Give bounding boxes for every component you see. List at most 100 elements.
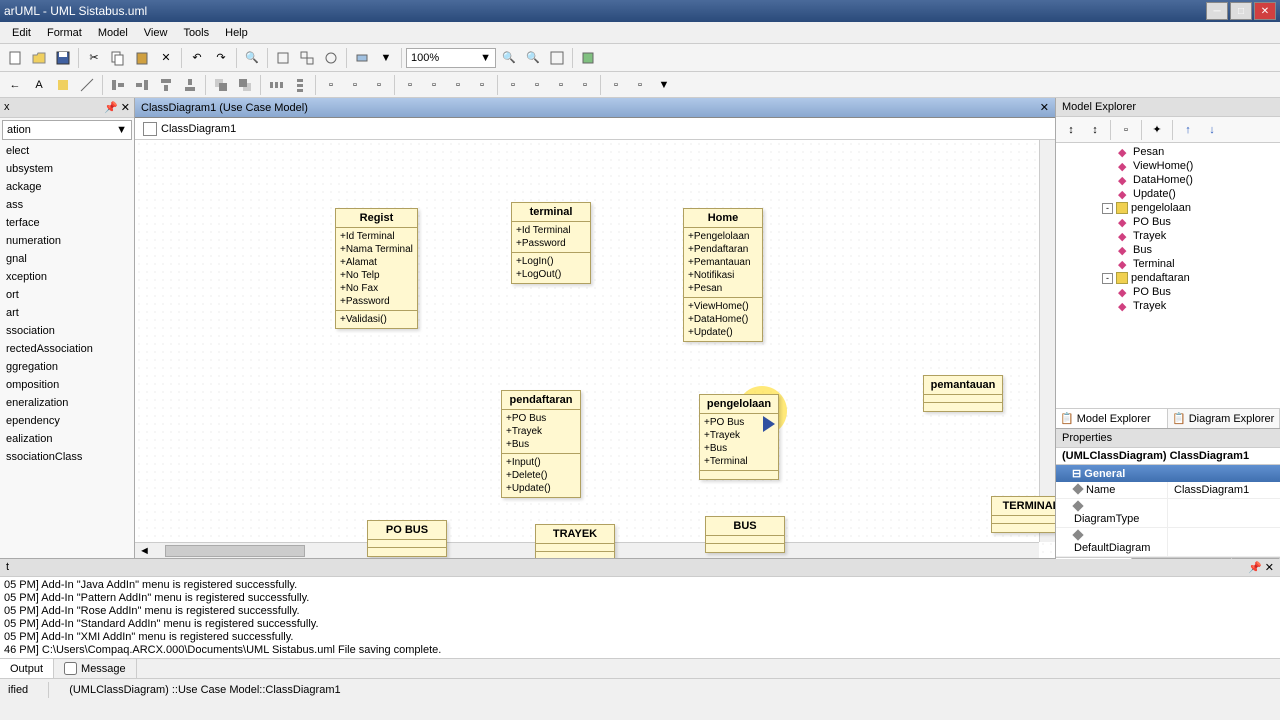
toolbox-item[interactable]: ort bbox=[0, 286, 134, 304]
undo-icon[interactable]: ↶ bbox=[186, 47, 208, 69]
redo-icon[interactable]: ↷ bbox=[210, 47, 232, 69]
toolbox-pin-icon[interactable]: 📌 ✕ bbox=[104, 101, 130, 114]
tree-expand-icon[interactable]: - bbox=[1102, 273, 1113, 284]
tree-item[interactable]: ◆Bus bbox=[1058, 243, 1278, 257]
g1-icon[interactable]: ▫ bbox=[320, 74, 342, 96]
toolbox-item[interactable]: elect bbox=[0, 142, 134, 160]
toolbox-item[interactable]: numeration bbox=[0, 232, 134, 250]
tree-item[interactable]: ◆Terminal bbox=[1058, 257, 1278, 271]
uml-class-terminal2[interactable]: TERMINAL bbox=[991, 496, 1055, 533]
copy-icon[interactable] bbox=[107, 47, 129, 69]
exp-btn4-icon[interactable]: ✦ bbox=[1146, 119, 1168, 141]
vertical-scrollbar[interactable] bbox=[1039, 140, 1055, 542]
uml-class-trayek[interactable]: TRAYEK bbox=[535, 524, 615, 558]
menu-edit[interactable]: Edit bbox=[4, 25, 39, 41]
back2-icon[interactable] bbox=[234, 74, 256, 96]
toolbox-item[interactable]: rectedAssociation bbox=[0, 340, 134, 358]
toolbox-item[interactable]: ubsystem bbox=[0, 160, 134, 178]
g13-icon[interactable]: ▫ bbox=[629, 74, 651, 96]
uml-class-home[interactable]: Home+Pengelolaan+Pendaftaran+Pemantauan+… bbox=[683, 208, 763, 342]
tool3-icon[interactable] bbox=[320, 47, 342, 69]
tree-item[interactable]: ◆Pesan bbox=[1058, 145, 1278, 159]
uml-class-bus[interactable]: BUS bbox=[705, 516, 785, 553]
color-icon[interactable] bbox=[52, 74, 74, 96]
diagram-canvas[interactable]: ◄ Regist+Id Terminal+Nama Terminal+Alama… bbox=[135, 140, 1055, 558]
paste-icon[interactable] bbox=[131, 47, 153, 69]
align1-icon[interactable] bbox=[107, 74, 129, 96]
g11-icon[interactable]: ▫ bbox=[574, 74, 596, 96]
g6-icon[interactable]: ▫ bbox=[447, 74, 469, 96]
tab-model-explorer[interactable]: 📋Model Explorer bbox=[1056, 409, 1168, 428]
align4-icon[interactable] bbox=[179, 74, 201, 96]
property-row[interactable]: DefaultDiagram bbox=[1056, 528, 1280, 557]
property-row[interactable]: NameClassDiagram1 bbox=[1056, 482, 1280, 499]
tool1-icon[interactable] bbox=[272, 47, 294, 69]
close-button[interactable]: ✕ bbox=[1254, 2, 1276, 20]
cut-icon[interactable]: ✂ bbox=[83, 47, 105, 69]
g2-icon[interactable]: ▫ bbox=[344, 74, 366, 96]
maximize-button[interactable]: □ bbox=[1230, 2, 1252, 20]
exp-btn2-icon[interactable]: ↕ bbox=[1084, 119, 1106, 141]
diagram-subtab[interactable]: ClassDiagram1 bbox=[135, 118, 1055, 140]
uml-class-pendaftaran[interactable]: pendaftaran+PO Bus+Trayek+Bus+Input()+De… bbox=[501, 390, 581, 498]
tree-item[interactable]: ◆ViewHome() bbox=[1058, 159, 1278, 173]
open-icon[interactable] bbox=[28, 47, 50, 69]
font-icon[interactable]: A bbox=[28, 74, 50, 96]
tab-close-icon[interactable]: ✕ bbox=[1040, 101, 1049, 114]
uml-class-pengelolaan[interactable]: pengelolaan+PO Bus+Trayek+Bus+Terminal bbox=[699, 394, 779, 480]
g9-icon[interactable]: ▫ bbox=[526, 74, 548, 96]
exp-down-icon[interactable]: ↓ bbox=[1201, 119, 1223, 141]
toolbox-item[interactable]: ssociation bbox=[0, 322, 134, 340]
tree-item[interactable]: ◆Trayek bbox=[1058, 229, 1278, 243]
exp-up-icon[interactable]: ↑ bbox=[1177, 119, 1199, 141]
zoomin-icon[interactable]: 🔍 bbox=[498, 47, 520, 69]
front-icon[interactable] bbox=[210, 74, 232, 96]
tool4-icon[interactable] bbox=[351, 47, 373, 69]
uml-class-pemantauan[interactable]: pemantauan bbox=[923, 375, 1003, 412]
tool5-icon[interactable]: ▼ bbox=[375, 47, 397, 69]
new-icon[interactable] bbox=[4, 47, 26, 69]
tree-item[interactable]: -pengelolaan bbox=[1058, 201, 1278, 215]
toolbox-item[interactable]: terface bbox=[0, 214, 134, 232]
g5-icon[interactable]: ▫ bbox=[423, 74, 445, 96]
menu-tools[interactable]: Tools bbox=[175, 25, 217, 41]
tool6-icon[interactable] bbox=[577, 47, 599, 69]
tree-item[interactable]: ◆PO Bus bbox=[1058, 215, 1278, 229]
exp-btn3-icon[interactable]: ▫ bbox=[1115, 119, 1137, 141]
toolbox-item[interactable]: xception bbox=[0, 268, 134, 286]
toolbox-category-combo[interactable]: ation▼ bbox=[2, 120, 132, 140]
g3-icon[interactable]: ▫ bbox=[368, 74, 390, 96]
tree-item[interactable]: ◆Trayek bbox=[1058, 299, 1278, 313]
uml-class-terminal[interactable]: terminal+Id Terminal+Password+LogIn()+Lo… bbox=[511, 202, 591, 284]
toolbox-item[interactable]: ependency bbox=[0, 412, 134, 430]
zoomout-icon[interactable]: 🔍 bbox=[522, 47, 544, 69]
tree-item[interactable]: ◆PO Bus bbox=[1058, 285, 1278, 299]
tree-item[interactable]: ◆DataHome() bbox=[1058, 173, 1278, 187]
tree-expand-icon[interactable]: - bbox=[1102, 203, 1113, 214]
model-tree[interactable]: ◆Pesan◆ViewHome()◆DataHome()◆Update()-pe… bbox=[1056, 143, 1280, 408]
properties-category[interactable]: ⊟ General bbox=[1056, 465, 1280, 482]
tab-output[interactable]: Output bbox=[0, 659, 54, 678]
dist1-icon[interactable] bbox=[265, 74, 287, 96]
back-icon[interactable]: ← bbox=[4, 74, 26, 96]
uml-class-pobus[interactable]: PO BUS bbox=[367, 520, 447, 557]
message-checkbox[interactable] bbox=[64, 662, 77, 675]
toolbox-item[interactable]: ackage bbox=[0, 178, 134, 196]
toolbox-item[interactable]: gnal bbox=[0, 250, 134, 268]
uml-class-regist[interactable]: Regist+Id Terminal+Nama Terminal+Alamat+… bbox=[335, 208, 418, 329]
toolbox-item[interactable]: eneralization bbox=[0, 394, 134, 412]
menu-view[interactable]: View bbox=[136, 25, 176, 41]
delete-icon[interactable]: ✕ bbox=[155, 47, 177, 69]
output-pin-icon[interactable]: 📌 ✕ bbox=[1248, 561, 1274, 574]
dist2-icon[interactable] bbox=[289, 74, 311, 96]
toolbox-item[interactable]: ass bbox=[0, 196, 134, 214]
toolbox-item[interactable]: ggregation bbox=[0, 358, 134, 376]
minimize-button[interactable]: ─ bbox=[1206, 2, 1228, 20]
exp-btn1-icon[interactable]: ↕ bbox=[1060, 119, 1082, 141]
g10-icon[interactable]: ▫ bbox=[550, 74, 572, 96]
tab-message[interactable]: Message bbox=[54, 659, 137, 678]
save-icon[interactable] bbox=[52, 47, 74, 69]
toolbox-item[interactable]: ssociationClass bbox=[0, 448, 134, 466]
toolbox-item[interactable]: ealization bbox=[0, 430, 134, 448]
properties-grid[interactable]: ⊟ General NameClassDiagram1DiagramTypeDe… bbox=[1056, 465, 1280, 557]
